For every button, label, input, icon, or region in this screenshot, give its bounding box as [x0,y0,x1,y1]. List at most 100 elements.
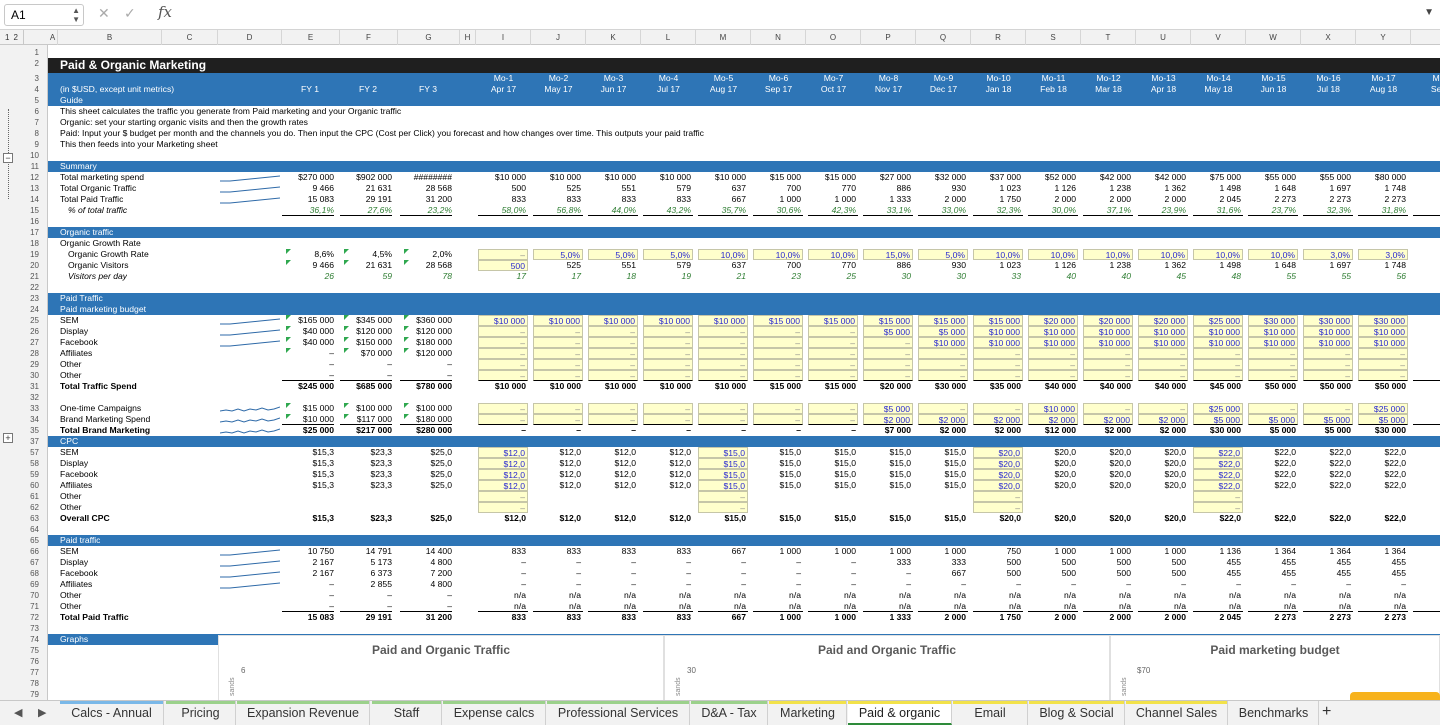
month-value[interactable]: – [753,414,803,425]
month-value[interactable]: $15,0 [698,480,748,491]
month-value[interactable]: – [478,370,528,381]
month-value[interactable]: – [808,348,858,359]
row-number[interactable]: 79 [30,690,39,699]
column-header-x[interactable]: X [1301,30,1356,45]
month-value[interactable]: 5,0% [588,249,638,260]
row-number[interactable]: 2 [34,59,39,68]
sheet-grid[interactable]: Paid & Organic Marketing Mo-1 Mo-2 Mo-3 Mo-4… [48,45,1440,700]
chart-panel[interactable]: Paid and Organic Traffic sands 30 [664,635,1110,700]
month-value[interactable]: $10 000 [918,337,968,348]
sheet-tab-marketing[interactable]: Marketing [769,701,847,725]
row-number[interactable]: 29 [30,360,39,369]
row-number[interactable]: 8 [34,129,39,138]
month-value[interactable]: – [1358,348,1408,359]
month-value[interactable]: $22,0 [1193,458,1243,469]
month-value[interactable]: – [863,337,913,348]
month-value[interactable]: – [533,370,583,381]
month-value[interactable]: – [753,370,803,381]
month-value[interactable]: $2 000 [1028,414,1078,425]
sheet-tab-expansion-revenue[interactable]: Expansion Revenue [237,701,370,725]
row-number[interactable]: 21 [30,272,39,281]
month-value[interactable]: $25 000 [1193,315,1243,326]
month-value[interactable]: – [1138,348,1188,359]
month-value[interactable]: – [588,370,638,381]
sheet-tab-blog-social[interactable]: Blog & Social [1029,701,1125,725]
column-header-n[interactable]: N [751,30,806,45]
month-value[interactable]: – [588,348,638,359]
month-value[interactable]: 10,0% [698,249,748,260]
month-value[interactable]: – [1083,403,1133,414]
month-value[interactable]: $30 000 [1303,315,1353,326]
row-number[interactable]: 12 [30,173,39,182]
sheet-tab-channel-sales[interactable]: Channel Sales [1126,701,1228,725]
row-number[interactable]: 15 [30,206,39,215]
month-value[interactable]: – [808,414,858,425]
month-value[interactable]: 5,0% [533,249,583,260]
row-number[interactable]: 27 [30,338,39,347]
month-value[interactable]: – [588,337,638,348]
chevron-down-icon[interactable]: ▼ [1424,7,1434,18]
month-value[interactable]: 500 [478,260,528,271]
month-value[interactable]: $10 000 [1303,326,1353,337]
column-header-m[interactable]: M [696,30,751,45]
month-value[interactable]: – [973,403,1023,414]
row-number[interactable]: 9 [34,140,39,149]
column-header-q[interactable]: Q [916,30,971,45]
month-value[interactable]: – [643,370,693,381]
month-value[interactable]: 10,0% [973,249,1023,260]
sheet-tab-calcs-annual[interactable]: Calcs - Annual [60,701,164,725]
month-value[interactable]: $22,0 [1193,447,1243,458]
row-number[interactable]: 58 [30,459,39,468]
month-value[interactable]: – [588,414,638,425]
month-value[interactable]: $10 000 [1248,337,1298,348]
month-value[interactable]: $15 000 [863,315,913,326]
month-value[interactable]: – [918,403,968,414]
month-value[interactable]: $20,0 [973,458,1023,469]
next-sheet-icon[interactable]: ▶ [38,707,47,719]
row-number[interactable]: 62 [30,503,39,512]
row-number[interactable]: 74 [30,635,39,644]
month-value[interactable]: – [808,370,858,381]
row-number[interactable]: 20 [30,261,39,270]
month-value[interactable]: 5,0% [918,249,968,260]
name-box[interactable]: A1 ▲ ▼ [4,4,84,26]
month-value[interactable]: – [1083,370,1133,381]
month-value[interactable]: 10,0% [1193,249,1243,260]
month-value[interactable]: – [1193,348,1243,359]
row-number[interactable]: 3 [34,74,39,83]
collapse-group-icon[interactable]: − [3,153,13,163]
month-value[interactable]: – [698,502,748,513]
month-value[interactable]: $15,0 [698,469,748,480]
row-number[interactable]: 37 [30,437,39,446]
column-header-f[interactable]: F [340,30,398,45]
row-number[interactable]: 14 [30,195,39,204]
month-value[interactable]: – [753,348,803,359]
row-number[interactable]: 77 [30,668,39,677]
month-value[interactable]: $12,0 [478,458,528,469]
row-number[interactable]: 11 [30,162,39,171]
column-header-p[interactable]: P [861,30,916,45]
month-value[interactable]: – [478,491,528,502]
month-value[interactable]: – [643,348,693,359]
month-value[interactable]: 3,0% [1303,249,1353,260]
cancel-icon[interactable]: ✕ [98,5,110,21]
month-value[interactable]: – [698,348,748,359]
chart-panel[interactable]: Paid marketing budget sands $70 [1110,635,1440,700]
row-number[interactable]: 26 [30,327,39,336]
month-value[interactable]: $5 000 [863,326,913,337]
row-number[interactable]: 72 [30,613,39,622]
row-number[interactable]: 78 [30,679,39,688]
month-value[interactable]: – [478,337,528,348]
sheet-tab-pricing[interactable]: Pricing [166,701,236,725]
month-value[interactable]: – [478,348,528,359]
row-number[interactable]: 59 [30,470,39,479]
month-value[interactable]: $10 000 [973,337,1023,348]
month-value[interactable]: – [753,359,803,370]
month-value[interactable]: – [1193,359,1243,370]
month-value[interactable]: – [533,348,583,359]
row-number[interactable]: 60 [30,481,39,490]
month-value[interactable]: $5 000 [1248,414,1298,425]
month-value[interactable]: $5 000 [863,403,913,414]
month-value[interactable]: $10 000 [1083,326,1133,337]
